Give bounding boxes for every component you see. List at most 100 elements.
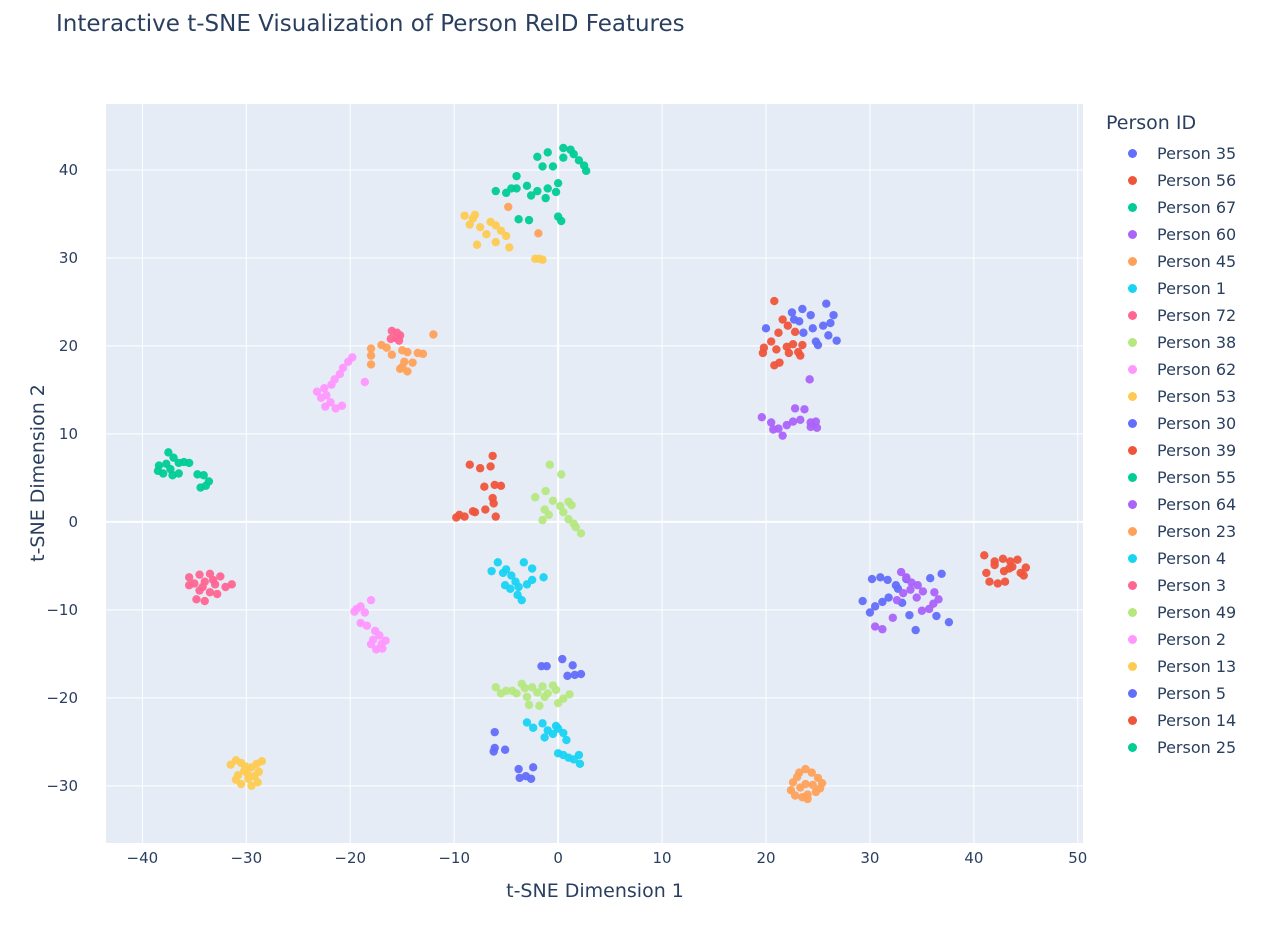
- data-point[interactable]: [366, 595, 376, 605]
- data-point[interactable]: [227, 580, 236, 589]
- data-point[interactable]: [514, 764, 523, 774]
- data-point[interactable]: [378, 644, 387, 653]
- data-point[interactable]: [559, 694, 568, 703]
- data-point[interactable]: [491, 221, 500, 230]
- data-point[interactable]: [352, 604, 361, 614]
- data-point[interactable]: [932, 611, 941, 621]
- legend-item[interactable]: Person 64: [1106, 491, 1236, 518]
- data-point[interactable]: [505, 243, 514, 252]
- data-point[interactable]: [575, 759, 585, 769]
- data-point[interactable]: [545, 460, 555, 469]
- data-point[interactable]: [199, 471, 208, 480]
- data-point[interactable]: [551, 721, 561, 731]
- data-point[interactable]: [527, 564, 537, 573]
- data-point[interactable]: [770, 296, 779, 306]
- data-point[interactable]: [472, 240, 482, 249]
- data-point[interactable]: [360, 608, 370, 617]
- data-point[interactable]: [533, 152, 542, 161]
- legend-item[interactable]: Person 38: [1106, 329, 1236, 356]
- data-point[interactable]: [917, 606, 927, 615]
- data-point[interactable]: [208, 575, 218, 585]
- data-point[interactable]: [568, 661, 577, 670]
- data-point[interactable]: [993, 579, 1002, 588]
- data-point[interactable]: [812, 423, 822, 432]
- data-point[interactable]: [926, 573, 935, 583]
- data-point[interactable]: [774, 328, 783, 337]
- data-point[interactable]: [805, 375, 814, 384]
- data-point[interactable]: [519, 558, 529, 567]
- data-point[interactable]: [231, 775, 241, 784]
- data-point[interactable]: [496, 226, 506, 235]
- data-point[interactable]: [778, 431, 787, 440]
- data-point[interactable]: [543, 148, 552, 157]
- legend-item[interactable]: Person 60: [1106, 221, 1236, 248]
- data-point[interactable]: [865, 608, 875, 617]
- data-point[interactable]: [1013, 555, 1022, 564]
- legend-item[interactable]: Person 62: [1106, 356, 1236, 383]
- data-point[interactable]: [418, 349, 428, 359]
- data-point[interactable]: [535, 701, 544, 710]
- data-point[interactable]: [929, 599, 938, 608]
- data-point[interactable]: [501, 231, 511, 241]
- data-point[interactable]: [565, 690, 574, 699]
- data-point[interactable]: [559, 153, 568, 162]
- data-point[interactable]: [790, 327, 800, 337]
- data-point[interactable]: [766, 337, 776, 346]
- data-point[interactable]: [377, 340, 386, 350]
- data-point[interactable]: [395, 364, 405, 374]
- data-point[interactable]: [787, 308, 797, 317]
- data-point[interactable]: [500, 745, 510, 754]
- legend-item[interactable]: Person 5: [1106, 680, 1236, 707]
- legend-item[interactable]: Person 30: [1106, 410, 1236, 437]
- data-point[interactable]: [400, 357, 409, 366]
- data-point[interactable]: [320, 383, 329, 393]
- data-point[interactable]: [257, 756, 267, 766]
- data-point[interactable]: [799, 328, 808, 337]
- data-point[interactable]: [195, 570, 204, 579]
- data-point[interactable]: [538, 515, 547, 525]
- data-point[interactable]: [247, 781, 256, 791]
- data-point[interactable]: [465, 460, 474, 469]
- data-point[interactable]: [491, 186, 500, 196]
- legend-item[interactable]: Person 23: [1106, 518, 1236, 545]
- data-point[interactable]: [366, 351, 376, 360]
- data-point[interactable]: [490, 480, 499, 490]
- data-point[interactable]: [335, 369, 345, 379]
- data-point[interactable]: [481, 505, 490, 514]
- data-point[interactable]: [918, 587, 928, 596]
- data-point[interactable]: [783, 321, 793, 330]
- data-point[interactable]: [570, 670, 579, 680]
- data-point[interactable]: [507, 571, 516, 580]
- data-point[interactable]: [803, 794, 812, 804]
- data-point[interactable]: [818, 321, 828, 330]
- legend-item[interactable]: Person 39: [1106, 437, 1236, 464]
- data-point[interactable]: [896, 567, 906, 577]
- data-point[interactable]: [806, 310, 815, 320]
- data-point[interactable]: [758, 348, 768, 358]
- data-point[interactable]: [517, 595, 526, 605]
- data-point[interactable]: [538, 719, 547, 728]
- data-point[interactable]: [878, 597, 887, 607]
- data-point[interactable]: [801, 764, 810, 774]
- data-point[interactable]: [563, 671, 572, 681]
- data-point[interactable]: [482, 230, 491, 239]
- data-point[interactable]: [527, 683, 537, 692]
- data-point[interactable]: [542, 661, 551, 671]
- data-point[interactable]: [343, 357, 353, 366]
- data-point[interactable]: [782, 420, 791, 430]
- data-point[interactable]: [858, 596, 867, 606]
- data-point[interactable]: [888, 613, 897, 622]
- data-point[interactable]: [488, 451, 497, 461]
- data-point[interactable]: [557, 216, 566, 226]
- legend-item[interactable]: Person 13: [1106, 653, 1236, 680]
- data-point[interactable]: [501, 686, 511, 696]
- data-point[interactable]: [1005, 564, 1014, 573]
- data-point[interactable]: [381, 636, 390, 645]
- data-point[interactable]: [538, 682, 547, 691]
- data-point[interactable]: [982, 568, 991, 578]
- data-point[interactable]: [538, 255, 547, 264]
- data-point[interactable]: [205, 588, 215, 597]
- data-point[interactable]: [506, 584, 515, 593]
- data-point[interactable]: [544, 510, 553, 520]
